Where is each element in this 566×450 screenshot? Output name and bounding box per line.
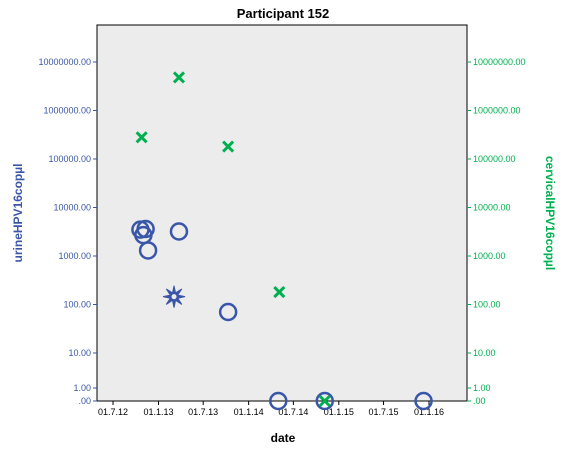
combined-point-star-center bbox=[171, 294, 177, 300]
urine-point-circle bbox=[414, 391, 433, 411]
cervical-point-x-stroke bbox=[273, 286, 286, 299]
y-left-tick-label: 10.00 bbox=[68, 348, 91, 358]
x-axis-label: date bbox=[271, 431, 296, 445]
x-tick-label: 01.7.14 bbox=[278, 407, 308, 417]
y-left-tick-label: 1.00 bbox=[73, 383, 91, 393]
y-axis-ticks-left: .00 1.00 10.00 100.00 1000.00 10000.00 100000.… bbox=[38, 57, 97, 406]
y-right-tick-label: 100.00 bbox=[473, 300, 501, 310]
y-left-tick-label: .00 bbox=[78, 396, 91, 406]
cervical-point-x-stroke bbox=[222, 140, 235, 153]
x-tick-label: 01.1.16 bbox=[414, 407, 444, 417]
urine-point-circle bbox=[315, 391, 334, 411]
y-right-tick-label: 100000.00 bbox=[473, 154, 516, 164]
x-tick-label: 01.7.13 bbox=[188, 407, 218, 417]
cervical-point-x-stroke bbox=[318, 394, 331, 408]
x-tick-label: 01.7.15 bbox=[369, 407, 399, 417]
y-right-tick-label: 10000.00 bbox=[473, 203, 511, 213]
y-left-tick-label: 100.00 bbox=[63, 300, 91, 310]
urine-point-circle bbox=[269, 391, 288, 411]
x-tick-label: 01.1.14 bbox=[234, 407, 264, 417]
urine-point-circle bbox=[218, 302, 238, 322]
y-right-tick-label: 1.00 bbox=[473, 383, 491, 393]
cervical-point-x bbox=[318, 394, 331, 408]
plot-area bbox=[96, 24, 468, 402]
cervical-point-x bbox=[222, 140, 235, 153]
urine-point-circle bbox=[169, 222, 189, 241]
y-right-tick-label: .00 bbox=[473, 396, 486, 406]
y-right-tick-label: 1000.00 bbox=[473, 251, 506, 261]
urine-point-circle bbox=[136, 219, 155, 239]
y-axis-label-right: cervicalHPV16copµl bbox=[543, 156, 557, 270]
y-axis-label-left: urineHPV16copµl bbox=[11, 164, 25, 263]
y-left-tick-label: 1000.00 bbox=[58, 251, 91, 261]
y-right-tick-label: 10.00 bbox=[473, 348, 496, 358]
x-axis-ticks: 01.7.12 01.1.13 01.7.13 01.1.14 01.7.14 01.1.… bbox=[98, 401, 444, 417]
cervical-point-x bbox=[273, 286, 286, 299]
cervical-point-x bbox=[135, 131, 148, 144]
y-left-tick-label: 1000000.00 bbox=[43, 106, 91, 116]
y-left-tick-label: 10000000.00 bbox=[38, 57, 91, 67]
data-points bbox=[131, 71, 433, 411]
cervical-point-x-stroke bbox=[172, 71, 186, 84]
cervical-point-x-stroke bbox=[135, 131, 148, 144]
y-right-tick-label: 1000000.00 bbox=[473, 106, 521, 116]
x-tick-label: 01.1.13 bbox=[143, 407, 173, 417]
urine-point-circle bbox=[138, 241, 158, 260]
x-tick-label: 01.7.12 bbox=[98, 407, 128, 417]
chart-title: Participant 152 bbox=[237, 6, 330, 21]
x-tick-label: 01.1.15 bbox=[324, 407, 354, 417]
cervical-point-x bbox=[172, 71, 186, 84]
y-right-tick-label: 10000000.00 bbox=[473, 57, 526, 67]
y-axis-ticks-right: .00 1.00 10.00 100.00 1000.00 10000.00 100000.… bbox=[467, 57, 526, 406]
y-left-tick-label: 100000.00 bbox=[48, 154, 91, 164]
y-left-tick-label: 10000.00 bbox=[53, 203, 91, 213]
